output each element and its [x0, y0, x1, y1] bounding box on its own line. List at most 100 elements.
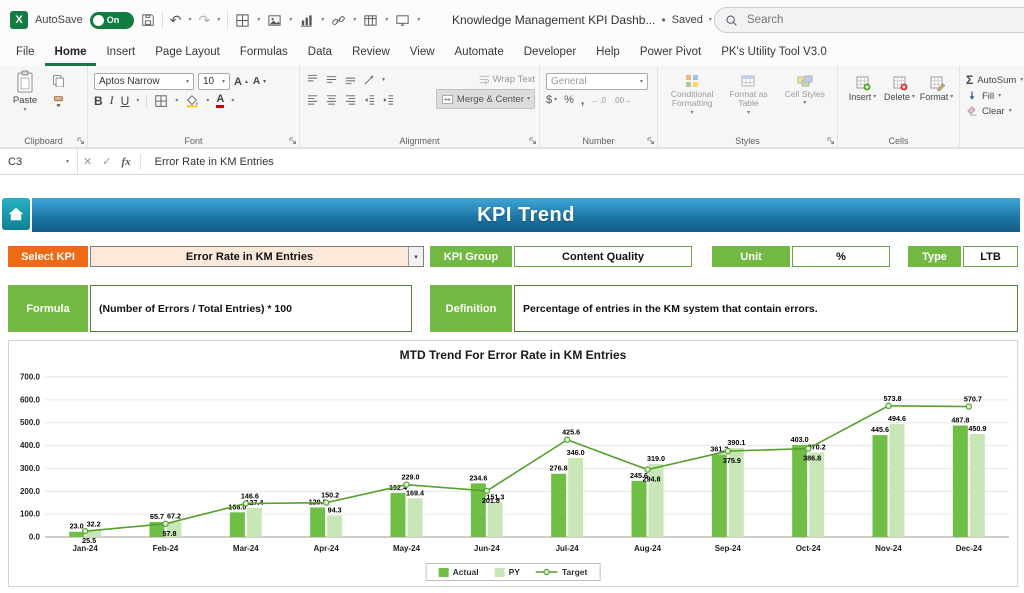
borders-icon[interactable] [154, 94, 168, 108]
tab-data[interactable]: Data [307, 46, 333, 58]
svg-text:234.6: 234.6 [469, 473, 487, 482]
increase-indent-icon[interactable] [382, 93, 395, 106]
dropdown-arrow-icon[interactable]: ▾ [408, 247, 423, 266]
chevron-down-icon: ▾ [217, 17, 221, 23]
align-right-icon[interactable] [344, 93, 357, 106]
font-size-select[interactable]: 10 ▾ [198, 73, 230, 90]
copy-icon[interactable] [52, 74, 65, 87]
undo-icon[interactable]: ↶ [169, 12, 182, 28]
monitor-icon[interactable] [395, 13, 410, 28]
dialog-launcher-icon[interactable] [647, 137, 655, 145]
worksheet[interactable]: KPI Trend Select KPI Error Rate in KM En… [0, 176, 1024, 593]
formula-content[interactable]: Error Rate in KM Entries [154, 155, 274, 168]
font-color-icon[interactable]: A [216, 93, 225, 108]
tab-pk-s-utility-tool-v3-0[interactable]: PK's Utility Tool V3.0 [721, 46, 827, 58]
picture-icon[interactable] [267, 13, 282, 28]
delete-cells-button[interactable]: Delete ▾ [882, 75, 918, 102]
borders-icon[interactable] [235, 13, 250, 28]
link-icon[interactable] [331, 13, 346, 28]
insert-cells-button[interactable]: Insert ▾ [845, 75, 881, 102]
increase-decimal-icon[interactable]: ←.0 [591, 95, 606, 105]
formula-value: (Number of Errors / Total Entries) * 100 [90, 285, 412, 332]
wrap-text-button[interactable]: Wrap Text [478, 73, 535, 86]
svg-text:127.4: 127.4 [245, 498, 263, 507]
tab-view[interactable]: View [409, 46, 435, 58]
clear-button[interactable]: Clear ▾ [966, 105, 1024, 117]
format-as-table-button[interactable]: Format as Table ▾ [720, 73, 776, 116]
bold-icon[interactable]: B [94, 93, 103, 108]
orientation-icon[interactable] [363, 73, 376, 86]
table-icon[interactable] [363, 13, 378, 28]
merge-center-label: Merge & Center [456, 93, 524, 105]
fill-button[interactable]: Fill ▾ [966, 90, 1024, 102]
tab-page-layout[interactable]: Page Layout [155, 46, 220, 58]
delete-cells-icon [892, 75, 908, 91]
tab-automate[interactable]: Automate [454, 46, 504, 58]
tab-home[interactable]: Home [44, 40, 97, 66]
enter-icon[interactable]: ✓ [102, 156, 112, 168]
svg-text:Feb-24: Feb-24 [153, 544, 179, 553]
comma-style-icon[interactable]: , [580, 93, 585, 107]
autosave-toggle[interactable]: On [89, 11, 134, 29]
svg-text:32.2: 32.2 [87, 520, 101, 529]
accounting-format-icon[interactable]: $ ▾ [546, 94, 558, 106]
chart-area[interactable]: 0.0 100.0 200.0 300.0 400.0 500.0 600.0 700.0 23… [8, 340, 1018, 587]
tab-power-pivot[interactable]: Power Pivot [639, 46, 702, 58]
percent-style-icon[interactable]: % [564, 94, 574, 106]
format-cells-button[interactable]: Format ▾ [919, 75, 955, 102]
wrap-text-icon [478, 73, 491, 86]
dialog-launcher-icon[interactable] [289, 137, 297, 145]
cancel-icon[interactable]: ✕ [83, 156, 93, 168]
tab-file[interactable]: File [16, 46, 35, 58]
type-value: LTB [963, 246, 1018, 267]
increase-font-icon[interactable]: A ▲ [234, 75, 249, 88]
dialog-launcher-icon[interactable] [529, 137, 537, 145]
decrease-font-icon[interactable]: A ▼ [252, 76, 268, 87]
insert-function-icon[interactable]: fx [121, 155, 131, 168]
chevron-down-icon: ▾ [65, 158, 69, 165]
kpi-dropdown[interactable]: Error Rate in KM Entries ▾ [90, 246, 424, 267]
save-icon[interactable] [141, 13, 155, 27]
legend-item-target: Target [535, 567, 587, 577]
fill-down-icon [969, 91, 975, 100]
merge-center-button[interactable]: Merge & Center ▾ [435, 89, 535, 109]
dialog-launcher-icon[interactable] [827, 137, 835, 145]
align-center-icon[interactable] [325, 93, 338, 106]
excel-logo-icon[interactable]: X [10, 11, 28, 29]
tab-developer[interactable]: Developer [523, 46, 577, 58]
autosum-button[interactable]: Σ AutoSum ▾ [966, 73, 1024, 87]
decrease-decimal-icon[interactable]: .00→ [612, 95, 633, 105]
redo-icon[interactable]: ↷ [198, 12, 211, 28]
align-left-icon[interactable] [306, 93, 319, 106]
tab-review[interactable]: Review [352, 46, 390, 58]
paste-button[interactable]: Paste ▾ [6, 70, 44, 113]
chart-icon[interactable] [299, 13, 314, 28]
underline-icon[interactable]: U [120, 93, 130, 108]
ribbon-tabs: File Home Insert Page Layout Formulas Data Rev… [6, 40, 837, 66]
kpi-group-value: Content Quality [514, 246, 692, 267]
document-title[interactable]: Knowledge Management KPI Dashb... • Save… [452, 0, 712, 40]
italic-icon[interactable]: I [109, 93, 114, 107]
divider [161, 11, 163, 29]
svg-text:Aug-24: Aug-24 [634, 544, 662, 553]
search-box[interactable] [714, 7, 1024, 33]
align-bottom-icon[interactable] [344, 73, 357, 86]
name-box[interactable]: C3 ▾ [0, 149, 78, 174]
ribbon-group-alignment: ▾ Wrap Text Merge & Center ▾ Alignment [300, 66, 540, 147]
svg-text:370.2: 370.2 [808, 442, 826, 451]
cell-styles-button[interactable]: Cell Styles ▾ [777, 73, 833, 116]
font-name-select[interactable]: Aptos Narrow ▾ [94, 73, 194, 90]
tab-insert[interactable]: Insert [106, 46, 136, 58]
home-button[interactable] [2, 198, 30, 230]
dialog-launcher-icon[interactable] [77, 137, 85, 145]
tab-formulas[interactable]: Formulas [239, 46, 288, 58]
number-format-select[interactable]: General ▾ [546, 73, 648, 90]
align-top-icon[interactable] [306, 73, 319, 86]
decrease-indent-icon[interactable] [363, 93, 376, 106]
format-painter-icon[interactable] [52, 95, 65, 108]
conditional-formatting-button[interactable]: Conditional Formatting ▾ [664, 73, 720, 116]
tab-help[interactable]: Help [596, 46, 620, 58]
search-input[interactable] [745, 13, 949, 27]
align-middle-icon[interactable] [325, 73, 338, 86]
fill-color-icon[interactable] [185, 94, 199, 108]
